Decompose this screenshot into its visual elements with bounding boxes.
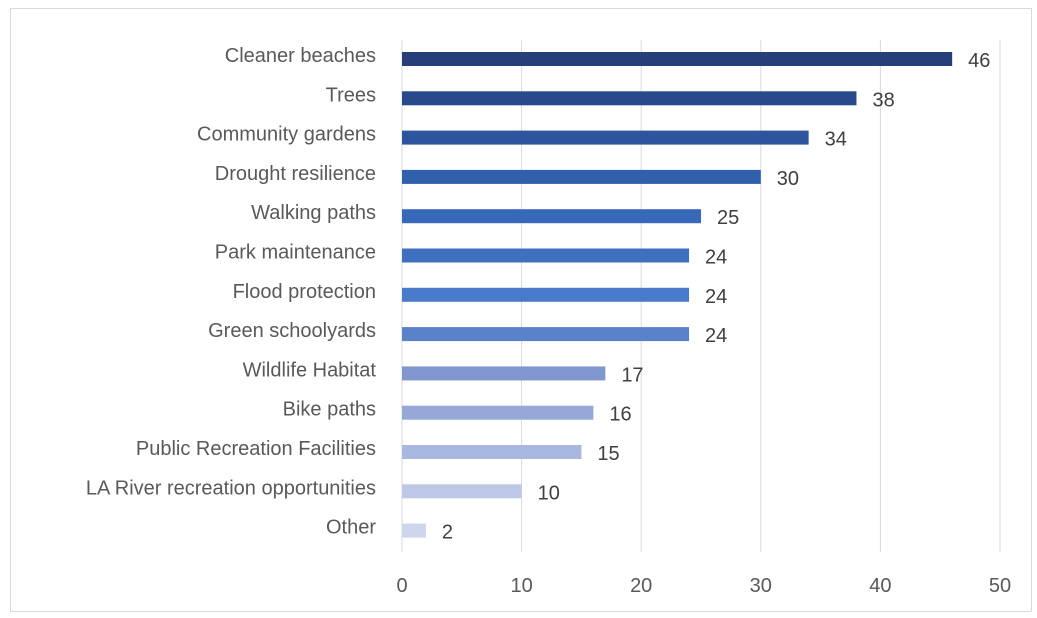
- bar: [402, 484, 522, 499]
- data-label: 24: [705, 247, 727, 269]
- data-label: 2: [442, 522, 453, 544]
- category-labels: Cleaner beaches Trees Community gardens Dro…: [86, 45, 377, 539]
- category-label: Park maintenance: [215, 242, 376, 264]
- bar: [402, 405, 594, 420]
- category-label: Public Recreation Facilities: [136, 438, 376, 460]
- data-label: 10: [538, 482, 560, 504]
- bar: [402, 523, 426, 538]
- category-label: LA River recreation opportunities: [86, 477, 376, 499]
- category-label: Trees: [326, 84, 376, 106]
- bar: [402, 327, 690, 342]
- chart-frame: [10, 8, 1032, 612]
- bar: [402, 366, 606, 381]
- bar: [402, 130, 809, 145]
- bar: [402, 52, 953, 66]
- gridlines: [401, 40, 1001, 552]
- bar: [402, 248, 690, 263]
- bar: [402, 91, 857, 106]
- data-label: 25: [717, 207, 739, 229]
- category-label: Flood protection: [233, 281, 376, 303]
- category-label: Other: [326, 517, 376, 539]
- value-labels: 46 38 34 30 25 24 24 24 17 16 15 10 2: [442, 50, 990, 544]
- category-label: Cleaner beaches: [225, 45, 376, 67]
- x-tick-label: 50: [989, 575, 1011, 597]
- x-tick-labels: 0 10 20 30 40 50: [396, 575, 1011, 597]
- category-label: Drought resilience: [215, 163, 376, 185]
- bar: [402, 287, 690, 302]
- data-label: 38: [872, 89, 894, 111]
- category-label: Community gardens: [197, 124, 376, 146]
- category-label: Bike paths: [283, 399, 376, 421]
- bar: [402, 169, 761, 184]
- x-tick-label: 40: [869, 575, 891, 597]
- category-label: Wildlife Habitat: [243, 359, 377, 381]
- data-label: 24: [705, 325, 727, 347]
- data-label: 15: [597, 443, 619, 465]
- bar: [402, 209, 701, 224]
- bars: [402, 52, 953, 538]
- data-label: 34: [825, 129, 847, 151]
- category-label: Walking paths: [251, 202, 376, 224]
- x-tick-label: 30: [750, 575, 772, 597]
- data-label: 24: [705, 286, 727, 308]
- data-label: 17: [621, 364, 643, 386]
- data-label: 46: [968, 50, 990, 72]
- x-tick-label: 10: [510, 575, 532, 597]
- bar: [402, 445, 582, 459]
- x-tick-label: 0: [396, 575, 407, 597]
- x-tick-label: 20: [630, 575, 652, 597]
- category-label: Green schoolyards: [208, 320, 376, 342]
- data-label: 16: [609, 404, 631, 426]
- data-label: 30: [777, 168, 799, 190]
